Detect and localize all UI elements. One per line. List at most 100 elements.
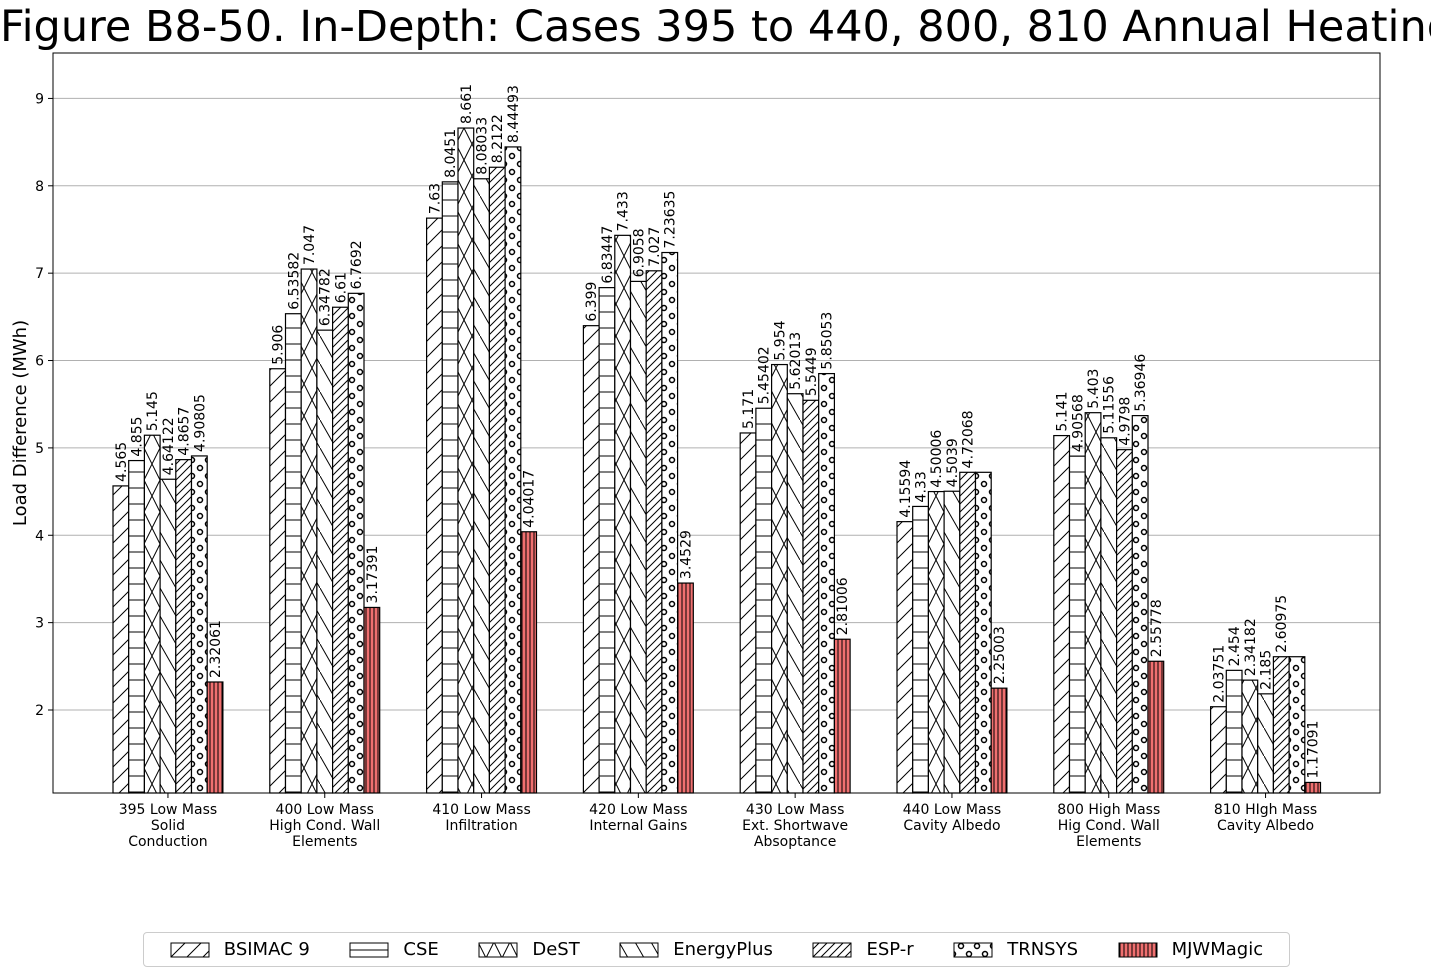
- legend-item-trnsys: TRNSYS: [953, 939, 1078, 960]
- bar-esp-r: [645, 270, 663, 794]
- bar-value-label: 7.63: [427, 183, 443, 214]
- y-tick-label: 9: [35, 91, 44, 107]
- legend-label: DeST: [532, 939, 580, 960]
- bar-value-label: 6.34782: [318, 268, 334, 326]
- bar-cse: [912, 505, 930, 794]
- bar-dest: [143, 434, 161, 794]
- bar-trnsys: [661, 251, 679, 794]
- bar-energyplus: [629, 280, 647, 794]
- bar-esp-r: [1115, 449, 1133, 794]
- legend-label: MJWMagic: [1171, 939, 1264, 960]
- bar-cse: [441, 181, 459, 794]
- bar-value-label: 4.8657: [177, 407, 193, 456]
- bar-energyplus: [786, 393, 804, 794]
- bar-value-label: 6.83447: [600, 226, 616, 284]
- bar-cse: [1225, 669, 1243, 794]
- bar-mjwmagic: [520, 531, 538, 794]
- legend-label: TRNSYS: [1007, 939, 1079, 960]
- legend-label: ESP-r: [866, 939, 914, 960]
- y-tick-label: 5: [35, 441, 44, 457]
- bar-mjwmagic: [833, 638, 851, 794]
- legend-label: EnergyPlus: [673, 939, 773, 960]
- bar-value-label: 5.62013: [788, 332, 804, 390]
- bar-dest: [1241, 679, 1259, 794]
- y-tick-label: 4: [35, 528, 44, 544]
- bar-value-label: 4.04017: [522, 470, 538, 528]
- bar-bsimac-9: [426, 217, 443, 794]
- bar-dest: [770, 363, 788, 794]
- bar-value-label: 4.90805: [192, 394, 208, 452]
- legend-item-mjwmagic: MJWMagic: [1118, 939, 1264, 960]
- bar-value-label: 4.64122: [161, 417, 177, 475]
- bar-bsimac-9: [1053, 434, 1071, 794]
- bar-value-label: 6.399: [584, 282, 600, 322]
- bar-value-label: 2.185: [1259, 650, 1275, 690]
- bar-mjwmagic: [1304, 781, 1322, 794]
- legend-swatch: [349, 942, 389, 957]
- bar-bsimac-9: [739, 432, 757, 794]
- bar-energyplus: [943, 490, 961, 794]
- bar-value-label: 5.11556: [1102, 376, 1118, 434]
- bar-bsimac-9: [269, 368, 287, 794]
- bar-dest: [614, 234, 632, 794]
- bar-mjwmagic: [1147, 660, 1165, 794]
- y-tick-label: 2: [35, 703, 44, 719]
- bar-value-label: 4.33: [914, 471, 930, 502]
- legend-label: CSE: [403, 939, 439, 960]
- bar-cse: [755, 407, 773, 794]
- legend: BSIMAC 9 CSE DeST EnergyPlus ESP-r TRNSYS MJWM…: [143, 932, 1290, 967]
- legend-label: BSIMAC 9: [223, 939, 310, 960]
- bar-value-label: 3.4529: [678, 530, 694, 579]
- bar-value-label: 5.45402: [757, 346, 773, 404]
- bar-value-label: 5.403: [1086, 369, 1102, 409]
- x-tick-label: 395 Low Mass Solid Conduction: [119, 802, 217, 850]
- bar-energyplus: [316, 329, 334, 794]
- bar-cse: [1068, 455, 1086, 794]
- bar-bsimac-9: [896, 521, 914, 794]
- bar-esp-r: [959, 471, 977, 794]
- y-tick-label: 3: [35, 616, 44, 632]
- y-axis-label: Load Difference (MWh): [10, 320, 31, 526]
- bar-value-label: 8.0451: [443, 129, 459, 178]
- bar-cse: [598, 287, 616, 794]
- y-tick-label: 8: [35, 179, 44, 195]
- bar-value-label: 5.906: [271, 325, 287, 365]
- bar-value-label: 5.5449: [804, 347, 820, 396]
- bar-value-label: 2.32061: [208, 620, 224, 678]
- bar-value-label: 4.72068: [961, 410, 977, 468]
- bar-cse: [284, 313, 302, 794]
- bar-value-label: 7.433: [616, 191, 632, 231]
- bar-value-label: 6.53582: [286, 252, 302, 310]
- legend-swatch: [170, 942, 210, 957]
- bar-dest: [300, 268, 318, 794]
- bar-value-label: 5.36946: [1133, 354, 1149, 412]
- bar-dest: [1084, 412, 1102, 794]
- bar-value-label: 5.141: [1055, 391, 1071, 431]
- bar-value-label: 7.23635: [663, 191, 679, 249]
- legend-item-energyplus: EnergyPlus: [619, 939, 773, 960]
- bar-value-label: 2.60975: [1274, 595, 1290, 653]
- bar-value-label: 4.15594: [898, 460, 914, 518]
- chart-title: Figure B8-50. In-Depth: Cases 395 to 440…: [0, 2, 1431, 52]
- bar-value-label: 2.81006: [835, 577, 851, 635]
- bar-value-label: 4.5039: [945, 438, 961, 487]
- bar-value-label: 4.90568: [1070, 394, 1086, 452]
- bar-value-label: 8.08033: [475, 117, 491, 175]
- bar-esp-r: [175, 459, 193, 794]
- legend-item-esp-r: ESP-r: [812, 939, 914, 960]
- bar-value-label: 3.17391: [365, 546, 381, 604]
- x-tick-label: 420 Low Mass Internal Gains: [589, 802, 687, 834]
- bar-trnsys: [347, 292, 365, 794]
- bar-value-label: 7.047: [302, 225, 318, 265]
- bar-value-label: 5.954: [772, 320, 788, 360]
- bar-dest: [457, 127, 475, 794]
- bar-dest: [927, 490, 945, 794]
- bar-esp-r: [1272, 656, 1290, 794]
- x-tick-label: 800 High Mass Hig Cond. Wall Elements: [1057, 802, 1160, 850]
- bar-value-label: 7.027: [647, 227, 663, 267]
- bar-value-label: 2.55778: [1149, 599, 1165, 657]
- bar-value-label: 8.661: [459, 84, 475, 124]
- x-tick-label: 440 Low Mass Cavity Albedo: [903, 802, 1001, 834]
- bar-value-label: 4.9798: [1117, 397, 1133, 446]
